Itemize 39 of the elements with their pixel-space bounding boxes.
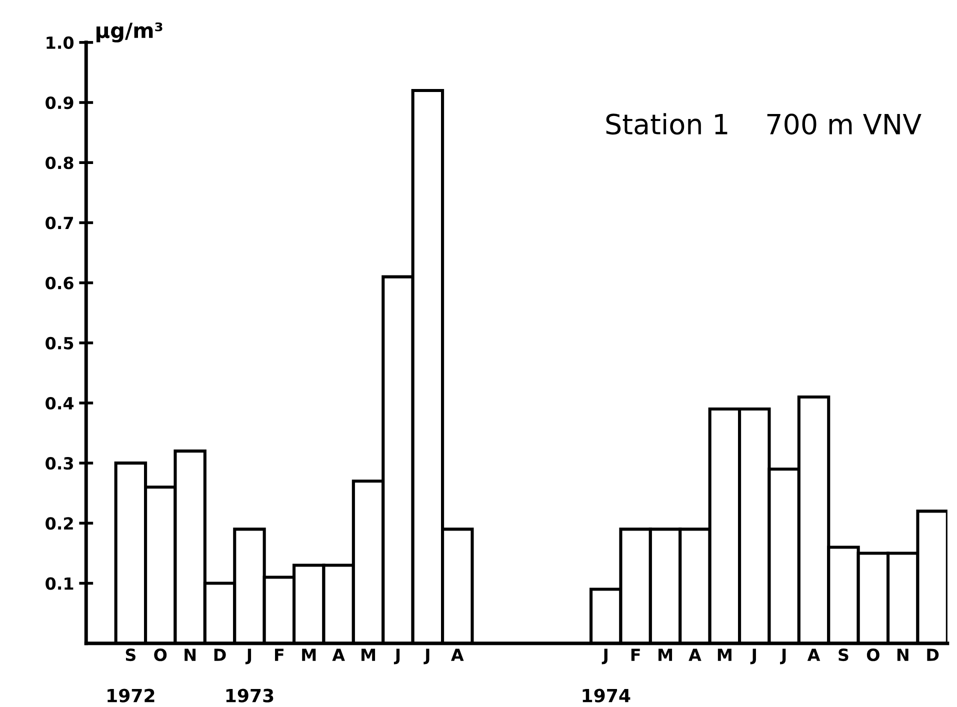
x-tick-label: M: [302, 648, 316, 661]
x-tick-label: J: [394, 648, 400, 664]
x-tick-label: F: [631, 648, 640, 661]
x-tick-label: A: [688, 648, 702, 661]
x-tick-label: J: [780, 648, 786, 664]
x-tick-label: J: [245, 648, 252, 664]
y-axis-title: µg/m³: [96, 22, 162, 42]
x-tick-label: A: [807, 648, 820, 661]
y-tick-label: 0.7: [46, 216, 73, 230]
y-tick-label: 0.2: [46, 517, 73, 530]
x-tick-label: J: [750, 648, 756, 664]
x-tick-label: M: [718, 648, 732, 661]
y-tick-label: 0.3: [46, 457, 73, 470]
x-tick-label: A: [332, 648, 345, 661]
text: 1973: [226, 688, 274, 702]
text: 1974: [582, 688, 630, 702]
y-tick-label: 1.0: [46, 36, 74, 49]
x-tick-label: J: [602, 648, 608, 664]
text: Station 1 700 m VNV: [606, 113, 922, 135]
y-tick-label: 0.8: [46, 156, 74, 170]
x-tick-label: O: [866, 648, 880, 662]
x-tick-label: N: [897, 648, 908, 661]
text: 1972: [108, 688, 154, 702]
x-tick-label: N: [184, 648, 196, 661]
x-tick-label: M: [658, 648, 672, 661]
y-tick-label: 0.6: [46, 276, 74, 290]
x-tick-label: J: [424, 648, 430, 664]
x-tick-label: F: [275, 648, 284, 661]
y-tick-label: 0.4: [46, 396, 74, 410]
y-tick-label: 0.5: [46, 336, 74, 350]
x-tick-label: S: [126, 648, 136, 662]
x-tick-label: D: [214, 648, 226, 661]
x-tick-label: A: [451, 648, 464, 661]
x-tick-label: S: [838, 648, 848, 662]
x-tick-label: M: [362, 648, 376, 661]
x-tick-label: D: [927, 648, 939, 661]
y-tick-label: 0.9: [46, 96, 74, 110]
y-tick-label: 0.1: [46, 577, 74, 590]
x-tick-label: O: [154, 648, 167, 662]
